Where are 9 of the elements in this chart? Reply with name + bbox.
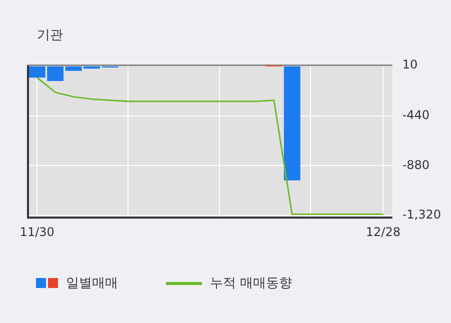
y-tick-label: 10 xyxy=(402,57,418,72)
x-tick-label: 12/28 xyxy=(366,224,401,239)
legend-label: 일별매매 xyxy=(66,275,118,292)
y-tick-label: -880 xyxy=(402,158,430,172)
y-tick-label: -1,320 xyxy=(402,207,442,222)
legend-label: 누적 매매동향 xyxy=(210,275,292,292)
x-tick-label: 11/30 xyxy=(20,224,54,239)
chart-title: 기관 xyxy=(37,27,63,44)
y-tick-label: -440 xyxy=(402,108,430,122)
